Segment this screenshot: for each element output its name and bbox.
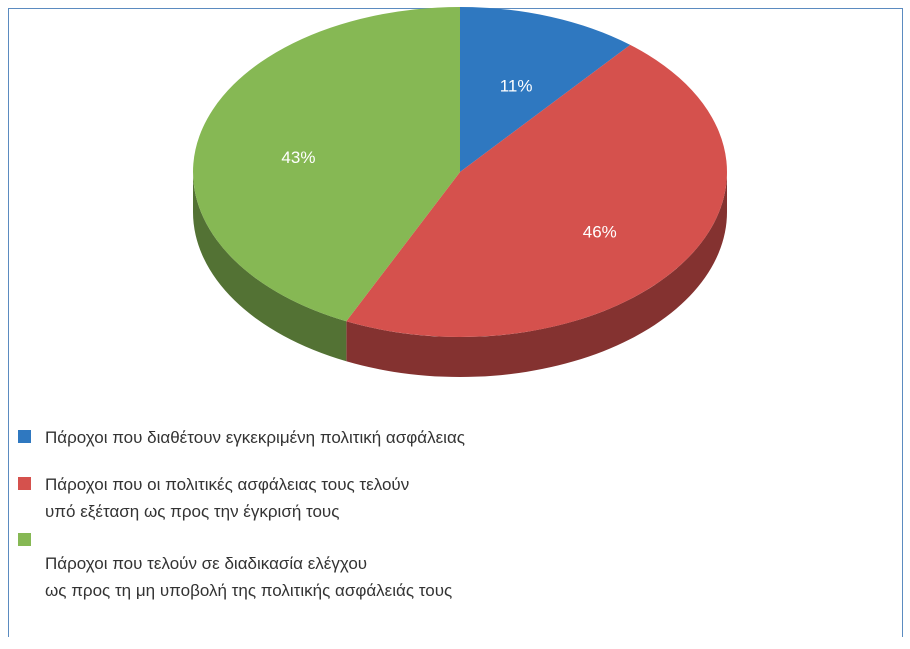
legend: Πάροχοι που διαθέτουν εγκεκριμένη πολιτι… bbox=[18, 424, 465, 624]
pie-side bbox=[193, 172, 347, 362]
legend-swatch bbox=[18, 477, 31, 490]
legend-item: Πάροχοι που διαθέτουν εγκεκριμένη πολιτι… bbox=[18, 424, 465, 451]
legend-swatch bbox=[18, 430, 31, 443]
data-label: 46% bbox=[583, 223, 617, 242]
data-label: 11% bbox=[500, 76, 533, 95]
pie-slice bbox=[460, 7, 631, 172]
legend-label: Πάροχοι που διαθέτουν εγκεκριμένη πολιτι… bbox=[45, 428, 465, 447]
chart: 11% 46% 43% bbox=[193, 7, 728, 377]
legend-item: Πάροχοι που οι πολιτικές ασφάλειας τους … bbox=[18, 471, 465, 525]
legend-item: Πάροχοι που τελούν σε διαδικασία ελέγχου… bbox=[18, 527, 465, 604]
legend-label: Πάροχοι που τελούν σε διαδικασία ελέγχου… bbox=[45, 554, 453, 600]
pie-slice bbox=[346, 44, 728, 338]
legend-swatch bbox=[18, 533, 31, 546]
pie-slice bbox=[193, 7, 461, 322]
legend-label: Πάροχοι που οι πολιτικές ασφάλειας τους … bbox=[45, 475, 410, 521]
data-label: 43% bbox=[281, 148, 315, 167]
pie-side bbox=[346, 172, 727, 377]
